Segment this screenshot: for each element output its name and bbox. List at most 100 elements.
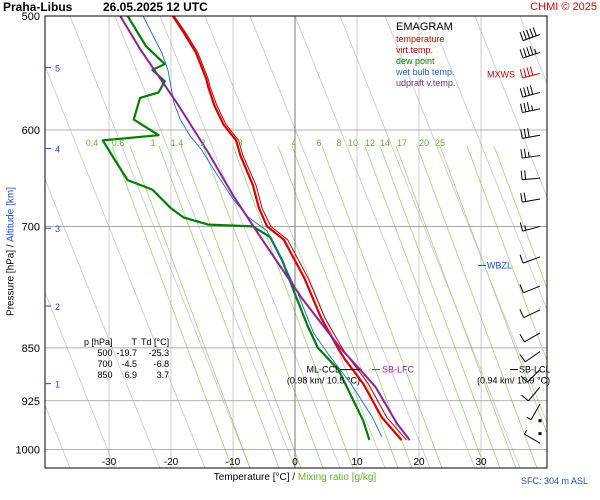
dry-adiabat-line: [45, 178, 161, 468]
mixing-ratio-line: [180, 145, 302, 468]
mixing-ratio-label: 0.6: [112, 138, 125, 148]
wind-barb-staff: [530, 403, 541, 420]
calm-wind-dot: [538, 432, 542, 436]
wind-barb-staff: [524, 351, 541, 363]
dry-adiabat-line: [159, 16, 341, 468]
wind-barb-feather: [532, 27, 537, 37]
wind-barb-half-feather: [523, 429, 528, 435]
mixing-ratio-line: [493, 145, 547, 290]
mxws-label: MXWS: [487, 69, 515, 79]
wind-barb-feather: [526, 29, 531, 39]
dry-adiabat-line: [429, 16, 547, 311]
wind-barb-feather: [520, 375, 528, 383]
ml-ccl-label: ML-CCL: [306, 365, 340, 375]
mixing-ratio-label: 20: [419, 138, 429, 148]
sb-lcl-label: SB-LCL: [519, 365, 551, 375]
wind-barb-feather: [526, 47, 531, 56]
temperature-tick-label: -10: [226, 457, 241, 468]
wind-barb-feather: [526, 102, 530, 112]
mixing-ratio-label: 4: [291, 138, 296, 148]
wind-barb-half-feather: [526, 416, 532, 421]
mixing-ratio-line: [364, 145, 486, 468]
series-line: [119, 16, 411, 441]
wind-barb-staff: [524, 433, 541, 444]
x-label-sep: /: [292, 472, 296, 483]
x-axis-label: Temperature [°C] / Mixing ratio [g/kg]: [0, 472, 590, 483]
wind-barb-feather: [519, 32, 524, 41]
dry-adiabat-line: [249, 16, 431, 468]
table-header: Td [°C]: [141, 337, 170, 347]
dry-adiabat-line: [474, 16, 547, 198]
wind-barb-feather: [519, 49, 524, 59]
table-header: T: [131, 337, 138, 347]
mixing-ratio-label: 25: [435, 138, 445, 148]
wind-barb-feather: [527, 128, 530, 138]
y-label-altitude: Altitude [km]: [5, 187, 17, 243]
y-label-sep: /: [5, 244, 17, 248]
mixing-ratio-line: [232, 145, 354, 468]
wind-barb-staff: [528, 386, 541, 402]
wind-barb-feather: [519, 354, 526, 363]
wind-barb-feather: [520, 103, 523, 113]
series-line: [142, 16, 383, 438]
wbzl-label: WBZL: [487, 260, 512, 270]
temperature-tick-label: -20: [164, 457, 179, 468]
mixing-ratio-label: 12: [365, 138, 375, 148]
wind-barb-feather: [526, 86, 530, 96]
legend: EMAGRAM temperature virt.temp. dew point we…: [396, 20, 455, 89]
dry-adiabat-line: [339, 16, 521, 468]
mixing-ratio-label: 8: [336, 138, 341, 148]
y-axis-label: Pressure [hPa] / Altitude [km]: [6, 177, 17, 327]
wind-barb-feather: [519, 69, 524, 79]
wind-barb-feather: [523, 128, 527, 138]
plot-area: [45, 16, 547, 468]
altitude-tick-label: 4: [55, 145, 60, 155]
wind-barb-feather: [521, 394, 529, 402]
wind-barb-half-feather: [524, 225, 527, 231]
calm-wind-dot: [538, 419, 542, 423]
dry-adiabat-line: [114, 16, 296, 468]
altitude-tick-label: 3: [55, 224, 60, 234]
wind-barb-feather: [519, 333, 525, 343]
table-cell: -6.8: [153, 359, 170, 369]
wind-barb-half-feather: [534, 48, 537, 54]
mixing-ratio-label: 0.4: [86, 138, 99, 148]
wind-barb-feather: [523, 148, 527, 158]
table-cell: -19.7: [116, 348, 138, 358]
series-line: [101, 16, 371, 441]
plot-frame: [44, 15, 548, 469]
wind-barb-half-feather: [527, 152, 530, 158]
legend-title: EMAGRAM: [396, 21, 453, 33]
x-label-mix: Mixing ratio [g/kg]: [297, 472, 377, 483]
legend-item: dew point: [396, 56, 435, 66]
altitude-tick-label: 1: [55, 380, 60, 390]
mixing-ratio-label: 6: [316, 138, 321, 148]
wind-barb-feather: [529, 46, 534, 55]
legend-item: temperature: [396, 34, 445, 44]
temperature-tick-label: 10: [351, 457, 363, 468]
wind-barb-feather: [519, 254, 524, 264]
table-header-row: p [hPa] T Td [°C]: [84, 337, 173, 348]
dry-adiabat-line: [565, 16, 600, 468]
mixing-ratio-line: [158, 145, 280, 468]
wind-barb-staff: [522, 108, 541, 114]
wind-barb-feather: [526, 67, 530, 77]
table-cell: -4.5: [121, 359, 138, 369]
mixing-ratio-label: 17: [397, 138, 407, 148]
x-label-temp: Temperature [°C]: [213, 472, 290, 483]
pressure-tick-label: 700: [22, 221, 40, 233]
mixing-ratio-label: 14: [380, 138, 390, 148]
pressure-tick-label: 850: [22, 343, 40, 355]
table-row: 850 6.9 3.7: [84, 370, 173, 381]
mixing-ratio-line: [416, 145, 538, 468]
dry-adiabat-line: [69, 16, 251, 468]
mixing-ratio-label: 1: [150, 138, 155, 148]
wind-barb-feather: [529, 85, 534, 95]
table-header: p [hPa]: [84, 337, 113, 347]
legend-item: wet bulb temp.: [396, 67, 455, 77]
legend-item: virt.temp.: [396, 45, 434, 55]
pressure-tick-label: 600: [22, 125, 40, 137]
mixing-ratio-line: [379, 145, 501, 468]
wind-barb-feather: [520, 129, 523, 139]
